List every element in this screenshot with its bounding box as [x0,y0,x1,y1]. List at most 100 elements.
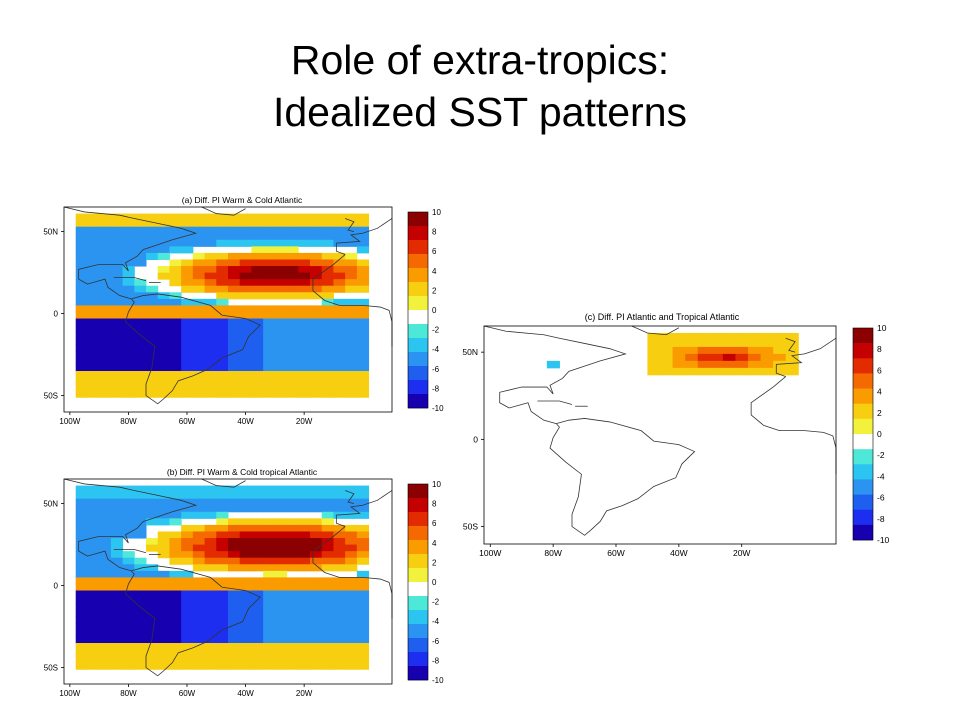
colorbar-tick-label: 10 [877,323,887,333]
colorbar-swatch [408,512,428,527]
map-panel-b: (b) Diff. PI Warm & Cold tropical Atlant… [43,467,444,698]
colorbar-swatch [408,226,428,241]
colorbar-swatch [853,358,873,374]
colorbar-tick-label: 2 [877,408,882,418]
colorbar-tick-label: -6 [432,365,440,374]
lat-label: 50S [44,392,58,401]
colorbar-tick-label: 6 [432,247,437,256]
colorbar-swatch [408,638,428,653]
colorbar-tick-label: -2 [877,450,885,460]
colorbar-tick-label: -8 [432,656,440,665]
sst-anomaly-field [75,485,370,670]
lon-label: 20W [733,548,750,558]
panel-c-title: (c) Diff. PI Atlantic and Tropical Atlan… [585,312,740,322]
colorbar-swatch [408,610,428,625]
map-panel-c: (c) Diff. PI Atlantic and Tropical Atlan… [462,312,890,558]
colorbar-tick-label: 8 [877,344,882,354]
panel-a-title: (a) Diff. PI Warm & Cold Atlantic [182,195,303,205]
colorbar-swatch [853,434,873,450]
colorbar-tick-label: 10 [432,208,441,217]
lon-label: 40W [670,548,687,558]
colorbar-swatch [408,666,428,681]
colorbar-tick-label: -4 [432,617,440,626]
colorbar-swatch [408,498,428,513]
lat-label: 0 [54,582,59,591]
colorbar-swatch [853,328,873,344]
lon-label: 40W [237,417,254,426]
colorbar-swatch [408,338,428,353]
lon-label: 100W [59,689,80,698]
lat-label: 0 [473,434,478,444]
map-panel-a: (a) Diff. PI Warm & Cold Atlantic 100W 80… [43,195,444,426]
lon-label: 80W [544,548,561,558]
colorbar-swatch [408,268,428,283]
colorbar-tick-label: 10 [432,480,441,489]
lat-label: 50N [43,500,58,509]
slide-title-line-2: Idealized SST patterns [272,89,688,135]
colorbar-tick-label: 6 [877,365,882,375]
colorbar-swatch [853,343,873,359]
colorbar-tick-label: 8 [432,228,437,237]
colorbar-swatch [408,296,428,311]
colorbar-swatch [408,596,428,611]
sst-anomaly-field [546,332,799,376]
colorbar-swatch [853,418,873,435]
colorbar-tick-label: -10 [432,676,444,685]
colorbar-swatch [853,388,873,405]
colorbar-tick-label: -2 [432,326,440,335]
colorbar-tick-label: 0 [432,578,437,587]
slide-title-line-1: Role of extra-tropics: [290,37,670,83]
colorbar-swatch [853,479,873,495]
colorbar-tick-label: -6 [432,637,440,646]
sst-anomaly-field [75,213,370,398]
colorbar: 10 8 6 4 2 0 -2 -4 -6 -8 -10 [407,208,444,413]
colorbar-tick-label: 2 [432,558,437,567]
colorbar-tick-label: -8 [877,514,885,524]
lon-label: 100W [479,548,501,558]
colorbar-tick-label: 8 [432,500,437,509]
colorbar-swatch [408,526,428,541]
colorbar-swatch [408,352,428,367]
colorbar-tick-label: 4 [877,387,882,397]
colorbar-tick-label: 0 [432,306,437,315]
colorbar-tick-label: -4 [877,471,885,481]
colorbar-swatch [408,282,428,297]
colorbar-swatch [408,394,428,409]
lon-label: 60W [179,689,196,698]
lon-label: 60W [179,417,196,426]
colorbar-swatch [408,554,428,569]
lon-label: 80W [120,689,137,698]
colorbar-swatch [408,254,428,269]
colorbar-tick-label: -6 [877,493,885,503]
lon-label: 20W [296,417,313,426]
lat-label: 50N [43,228,58,237]
colorbar-swatch [408,568,428,583]
lat-label: 50N [462,347,478,357]
colorbar-tick-label: 2 [432,286,437,295]
colorbar-tick-label: 6 [432,519,437,528]
colorbar-swatch [853,494,873,511]
colorbar-swatch [853,464,873,480]
lon-label: 40W [237,689,254,698]
colorbar-tick-label: -8 [432,384,440,393]
colorbar-swatch [408,652,428,667]
colorbar-swatch [408,582,428,597]
lat-label: 50S [44,664,58,673]
colorbar-swatch [853,403,873,420]
colorbar: 10 8 6 4 2 0 -2 -4 -6 -8 -10 [852,323,890,545]
colorbar-tick-label: 0 [877,429,882,439]
colorbar-swatch [408,324,428,339]
panel-b-title: (b) Diff. PI Warm & Cold tropical Atlant… [167,467,318,477]
lat-label: 0 [54,310,59,319]
colorbar-tick-label: -2 [432,598,440,607]
colorbar-swatch [408,540,428,555]
colorbar-swatch [408,240,428,255]
colorbar-swatch [853,449,873,465]
colorbar-tick-label: 4 [432,267,437,276]
colorbar-swatch [853,373,873,389]
colorbar-swatch [408,380,428,395]
colorbar-swatch [408,624,428,639]
lon-label: 20W [296,689,313,698]
colorbar-tick-label: -10 [877,535,890,545]
colorbar-tick-label: -10 [432,404,444,413]
